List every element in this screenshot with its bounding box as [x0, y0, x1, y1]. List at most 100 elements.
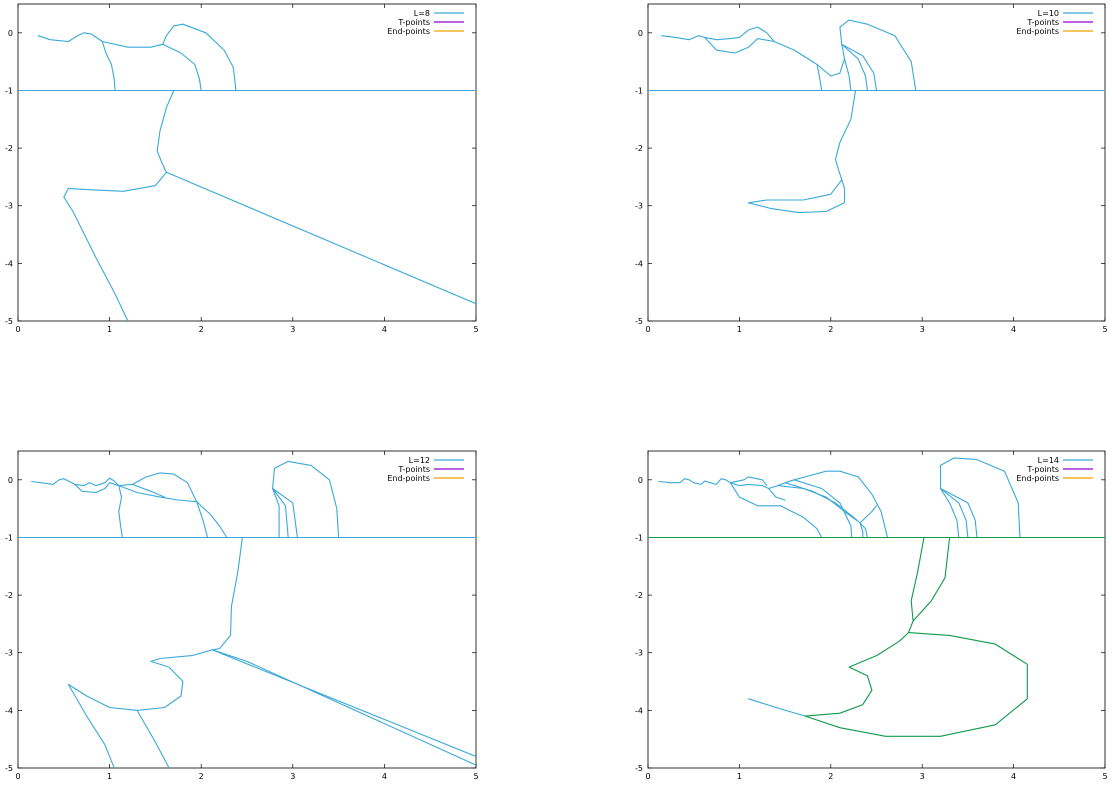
x-tick-label: 3: [290, 325, 295, 334]
series-line-segment: [118, 485, 198, 503]
y-tick-label: -4: [5, 259, 13, 268]
legend-label: T-points: [397, 465, 430, 474]
y-tick-label: -2: [5, 591, 13, 600]
series-line-segment: [272, 487, 298, 539]
series-line-segment: [156, 89, 175, 173]
legend-label: T-points: [1026, 18, 1059, 27]
y-tick-label: -1: [635, 86, 643, 95]
legend-label: L=12: [409, 456, 430, 465]
series-line-segment: [211, 536, 243, 651]
series-line-segment: [118, 485, 123, 539]
series-line-segment: [841, 43, 868, 92]
curve-group: [648, 19, 1105, 214]
x-tick-label: 5: [473, 325, 478, 334]
x-tick-label: 5: [1102, 772, 1107, 781]
x-tick-label: 1: [107, 772, 112, 781]
x-tick-label: 1: [737, 325, 742, 334]
series-line-segment: [804, 632, 1028, 737]
series-line-segment: [101, 40, 116, 92]
y-tick-label: -1: [5, 86, 13, 95]
series-line-segment: [939, 487, 969, 539]
series-line-segment: [661, 19, 917, 92]
x-tick-label: 0: [645, 325, 650, 334]
series-line-segment: [165, 171, 476, 305]
series-line-segment: [272, 460, 340, 539]
series-line-segment: [816, 63, 823, 92]
plot-frame: [17, 450, 477, 769]
series-line-segment: [37, 23, 237, 92]
y-tick-label: -5: [635, 317, 643, 326]
series-line-segment: [859, 522, 864, 539]
series-line-segment: [939, 487, 978, 539]
series-line-segment: [136, 709, 170, 768]
legend-label: End-points: [387, 474, 430, 483]
legend-label: End-points: [1016, 474, 1059, 483]
x-tick-label: 5: [1102, 325, 1107, 334]
series-line-segment: [747, 179, 843, 204]
series-line-segment: [729, 482, 823, 539]
legend-label: L=10: [1038, 9, 1059, 18]
x-tick-label: 4: [382, 772, 387, 781]
y-tick-label: -5: [5, 317, 13, 326]
legend-label: L=8: [414, 9, 430, 18]
series-line-segment: [211, 649, 476, 758]
y-tick-label: -4: [5, 706, 13, 715]
series-line-segment: [939, 457, 1021, 539]
series-line-segment: [131, 483, 166, 498]
series-line-segment: [272, 487, 289, 539]
y-tick-label: -1: [5, 533, 13, 542]
series-line-segment: [841, 43, 878, 92]
x-tick-label: 2: [199, 325, 204, 334]
series-line-segment: [162, 43, 202, 92]
y-tick-label: -2: [635, 144, 643, 153]
series-line-segment: [859, 522, 868, 539]
legend-label: L=14: [1038, 456, 1059, 465]
y-tick-label: -3: [635, 202, 643, 211]
series-line-segment: [136, 649, 213, 711]
legend-label: End-points: [1016, 27, 1059, 36]
y-tick-label: 0: [8, 29, 13, 38]
plot-frame: [17, 3, 477, 322]
legend-label: T-points: [1026, 465, 1059, 474]
legend-label: End-points: [387, 27, 430, 36]
x-tick-label: 2: [199, 772, 204, 781]
x-tick-label: 2: [828, 325, 833, 334]
x-tick-label: 4: [382, 325, 387, 334]
y-tick-label: 0: [8, 476, 13, 485]
y-tick-label: -2: [635, 591, 643, 600]
series-line-segment: [272, 487, 280, 539]
series-line-segment: [63, 171, 167, 321]
y-tick-label: -2: [5, 144, 13, 153]
series-line-segment: [67, 683, 138, 768]
series-line-segment: [211, 649, 476, 766]
x-tick-label: 0: [15, 325, 20, 334]
y-tick-label: -1: [635, 533, 643, 542]
x-tick-label: 3: [920, 325, 925, 334]
series-line-segment: [777, 485, 857, 521]
x-tick-label: 4: [1011, 325, 1016, 334]
curve-group: [18, 23, 476, 321]
series-line-segment: [784, 482, 861, 524]
series-line-segment: [747, 179, 846, 214]
x-tick-label: 3: [920, 772, 925, 781]
curve-group: [648, 457, 1105, 737]
y-tick-label: -3: [635, 649, 643, 658]
series-line-segment: [74, 482, 120, 494]
x-tick-label: 4: [1011, 772, 1016, 781]
series-line-segment: [939, 487, 960, 539]
y-tick-label: -4: [635, 706, 643, 715]
x-tick-label: 2: [828, 772, 833, 781]
x-tick-label: 0: [645, 772, 650, 781]
x-tick-label: 1: [107, 325, 112, 334]
series-line-segment: [768, 487, 786, 501]
series-line-segment: [793, 479, 853, 539]
x-tick-label: 3: [290, 772, 295, 781]
y-tick-label: -3: [5, 649, 13, 658]
y-tick-label: -3: [5, 202, 13, 211]
x-tick-label: 0: [15, 772, 20, 781]
